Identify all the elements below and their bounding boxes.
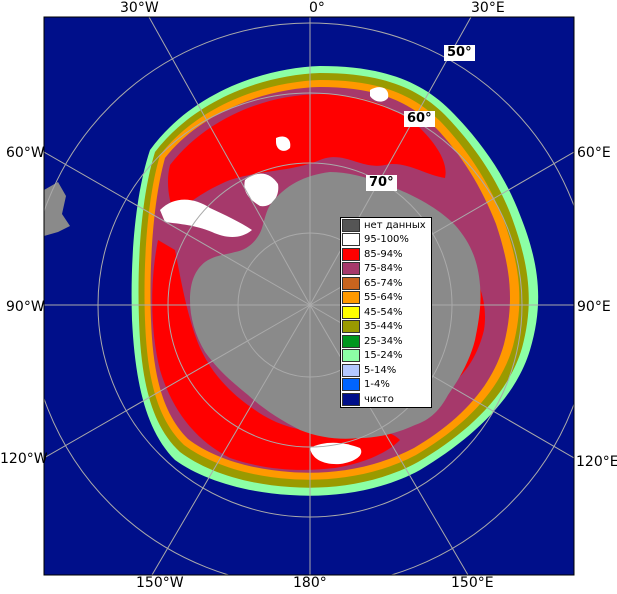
legend-item: 1-4% [341, 378, 431, 393]
ice-red-region-1 [167, 94, 446, 215]
legend-item: 5-14% [341, 363, 431, 378]
legend-label: чисто [364, 393, 394, 405]
ice-white-patch-4 [370, 87, 389, 102]
lon-label-180: 180° [293, 575, 327, 591]
lat-label-60: 60° [404, 111, 435, 127]
legend-item: нет данных [341, 218, 431, 233]
legend-item: чисто [341, 392, 431, 407]
legend-swatch [342, 276, 360, 290]
legend-swatch [342, 392, 360, 406]
legend-item: 65-74% [341, 276, 431, 291]
legend-label: 65-74% [364, 277, 403, 289]
lon-label-120e: 120°E [576, 454, 617, 470]
legend-item: 75-84% [341, 262, 431, 277]
legend-label: 45-54% [364, 306, 403, 318]
legend-swatch [342, 320, 360, 334]
legend-item: 55-64% [341, 291, 431, 306]
lon-label-120w: 120°W [0, 451, 48, 467]
meridian-60w [44, 151, 311, 306]
lon-label-150w: 150°W [136, 575, 184, 591]
legend-swatch [342, 334, 360, 348]
legend-item: 45-54% [341, 305, 431, 320]
lon-label-60e: 60°E [577, 145, 611, 161]
map-frame [43, 16, 575, 576]
legend-swatch [342, 262, 360, 276]
legend-swatch [342, 291, 360, 305]
legend-swatch [342, 363, 360, 377]
legend-item: 85-94% [341, 247, 431, 262]
legend-swatch [342, 247, 360, 261]
legend-swatch [342, 305, 360, 319]
legend-label: 5-14% [364, 364, 397, 376]
legend-swatch [342, 233, 360, 247]
legend-item: 15-24% [341, 349, 431, 364]
legend-item: 35-44% [341, 320, 431, 335]
legend-label: 95-100% [364, 234, 409, 246]
legend-swatch [342, 218, 360, 232]
legend-label: 25-34% [364, 335, 403, 347]
ice-white-patch-2 [244, 173, 279, 207]
legend-label: 1-4% [364, 379, 390, 391]
lon-label-30w-top: 30°W [120, 0, 159, 16]
meridian-30e [309, 17, 472, 306]
legend-item: 95-100% [341, 233, 431, 248]
legend-item: 25-34% [341, 334, 431, 349]
legend-label: нет данных [364, 219, 426, 231]
lon-label-90w: 90°W [6, 299, 45, 315]
lon-label-90e: 90°E [577, 299, 611, 315]
legend-swatch [342, 378, 360, 392]
legend-label: 85-94% [364, 248, 403, 260]
ice-red-region-2 [152, 240, 400, 470]
lon-label-0-top: 0° [309, 0, 325, 16]
meridian-120w [44, 304, 311, 459]
lon-label-150e: 150°E [451, 575, 494, 591]
legend-label: 75-84% [364, 263, 403, 275]
legend: нет данных 95-100% 85-94% 75-84% 65-74% 55-64… [340, 217, 432, 408]
ice-white-patch-5 [276, 136, 291, 151]
graticule [44, 17, 574, 575]
lat-label-70: 70° [366, 175, 397, 191]
lon-label-60w: 60°W [6, 145, 45, 161]
ice-white-patch-3 [310, 442, 362, 465]
meridian-30w [148, 17, 311, 306]
legend-label: 15-24% [364, 350, 403, 362]
ice-white-patch-1 [160, 199, 252, 237]
meridian-150w [151, 304, 311, 575]
lon-label-30e-top: 30°E [471, 0, 505, 16]
lat-label-50: 50° [444, 45, 475, 61]
legend-label: 35-44% [364, 321, 403, 333]
meridian-150e [309, 304, 469, 575]
legend-label: 55-64% [364, 292, 403, 304]
legend-swatch [342, 349, 360, 363]
